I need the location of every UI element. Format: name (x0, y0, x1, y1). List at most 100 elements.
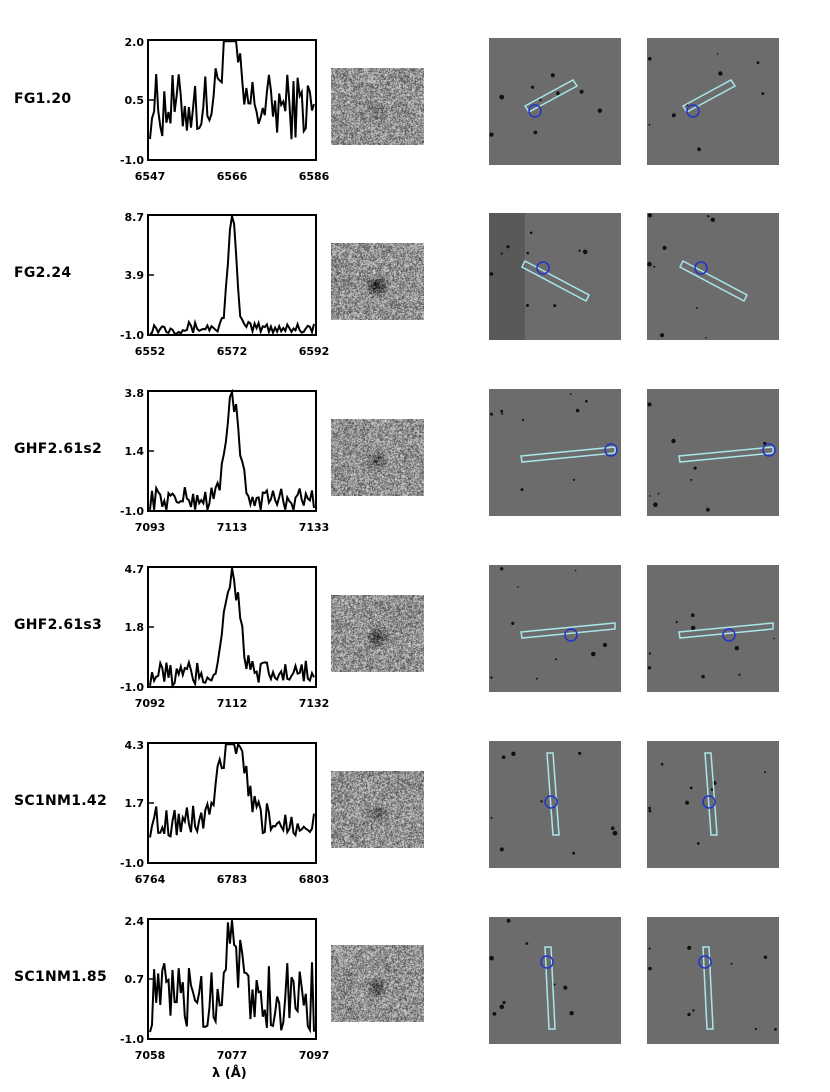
x-tick-label: 6586 (299, 170, 330, 183)
field-source (501, 755, 506, 759)
field-source (648, 123, 651, 126)
field-background (489, 38, 621, 165)
target-circle (564, 628, 578, 642)
field-source (647, 402, 652, 407)
spectrum-plot: 8.7 3.9 -1.0 6552 6572 6592 (120, 213, 329, 358)
field-source (710, 217, 715, 222)
field-source (500, 252, 503, 255)
y-tick-label: 2.4 (125, 917, 145, 928)
field-source (675, 621, 678, 624)
field-image (647, 917, 779, 1044)
x-tick-label: 6783 (217, 873, 248, 886)
x-axis-label: λ (Å) (212, 1066, 247, 1081)
object-row: GHF2.61s2 3.8 1.4 -1.0 7093 7113 7133 (0, 389, 830, 564)
target-circle (540, 955, 554, 969)
field-source (521, 418, 525, 422)
field-source (671, 113, 676, 118)
y-tick-label: 1.4 (125, 445, 145, 458)
field-source (687, 945, 692, 950)
y-tick-label: 1.7 (125, 797, 145, 810)
object-name-label: FG1.20 (14, 91, 72, 107)
field-source (718, 71, 723, 76)
field-source (490, 412, 493, 416)
spectrum-plot: 4.7 1.8 -1.0 7092 7112 7132 (120, 565, 330, 710)
field-source (553, 983, 556, 986)
field-source (602, 642, 608, 648)
field-source (506, 245, 510, 249)
y-tick-label: 2.0 (125, 38, 145, 49)
field-source (649, 495, 651, 497)
slit-outline (521, 259, 590, 303)
x-tick-label: 7132 (299, 697, 330, 710)
field-background (489, 741, 621, 868)
spectrum-line (149, 40, 315, 140)
x-tick-label: 6764 (135, 873, 166, 886)
field-source (535, 677, 538, 680)
field-source (692, 1009, 695, 1012)
target-circle (694, 261, 708, 275)
slit-outline (523, 79, 579, 113)
field-source (492, 1012, 497, 1016)
field-source (578, 249, 581, 252)
slit-outline (678, 622, 774, 639)
field-source (526, 304, 529, 307)
field-source (582, 249, 588, 255)
object-name-label: SC1NM1.42 (14, 793, 107, 809)
field-source (662, 245, 667, 250)
field-source (506, 918, 511, 923)
object-row: GHF2.61s3 4.7 1.8 -1.0 7092 7112 7132 (0, 565, 830, 740)
field-source (653, 502, 658, 507)
field-source (500, 567, 504, 571)
slit-outline (520, 622, 616, 639)
spectrum-line (149, 741, 315, 838)
field-source (706, 507, 710, 512)
field-source (647, 666, 652, 670)
spectrum-2d-stamp (331, 243, 424, 320)
field-source (660, 333, 665, 338)
field-source (693, 466, 697, 470)
y-tick-label: -1.0 (120, 857, 144, 870)
y-tick-label: -1.0 (120, 329, 144, 342)
field-source (579, 89, 584, 94)
field-source (575, 408, 580, 413)
field-source (690, 478, 693, 481)
field-source (716, 53, 719, 55)
field-source (499, 847, 504, 852)
field-source (489, 132, 494, 137)
field-source (764, 771, 766, 774)
object-name-label: GHF2.61s3 (14, 617, 103, 633)
y-tick-label: -1.0 (120, 154, 144, 167)
object-name-label: SC1NM1.85 (14, 969, 107, 985)
x-tick-label: 6547 (135, 170, 166, 183)
spectrum-2d-stamp (331, 771, 424, 848)
slit-outline (679, 259, 748, 303)
field-source (648, 652, 651, 655)
field-source (647, 213, 652, 218)
field-source (520, 488, 524, 492)
field-source (648, 806, 651, 810)
field-source (585, 399, 588, 403)
slit-outline (678, 446, 774, 463)
field-source (774, 1028, 777, 1031)
field-source (761, 92, 765, 95)
field-source (529, 231, 533, 235)
y-tick-label: 8.7 (125, 213, 145, 224)
field-source (730, 962, 733, 965)
spectrum-line (149, 389, 315, 511)
field-source (572, 851, 576, 855)
field-background (647, 741, 779, 868)
x-tick-label: 7058 (135, 1049, 166, 1062)
slit-outline (681, 79, 737, 113)
spectrum-line (149, 215, 315, 336)
field-source (511, 751, 516, 756)
y-tick-label: 4.3 (125, 741, 145, 752)
y-tick-label: 0.5 (125, 94, 145, 107)
field-source (490, 676, 493, 679)
field-source (738, 673, 741, 676)
target-circle (702, 795, 716, 809)
x-tick-label: 6552 (135, 345, 166, 358)
field-background (647, 38, 779, 165)
object-name-label: GHF2.61s2 (14, 441, 103, 457)
field-source (701, 674, 705, 679)
spectrum-2d-stamp (331, 595, 424, 672)
